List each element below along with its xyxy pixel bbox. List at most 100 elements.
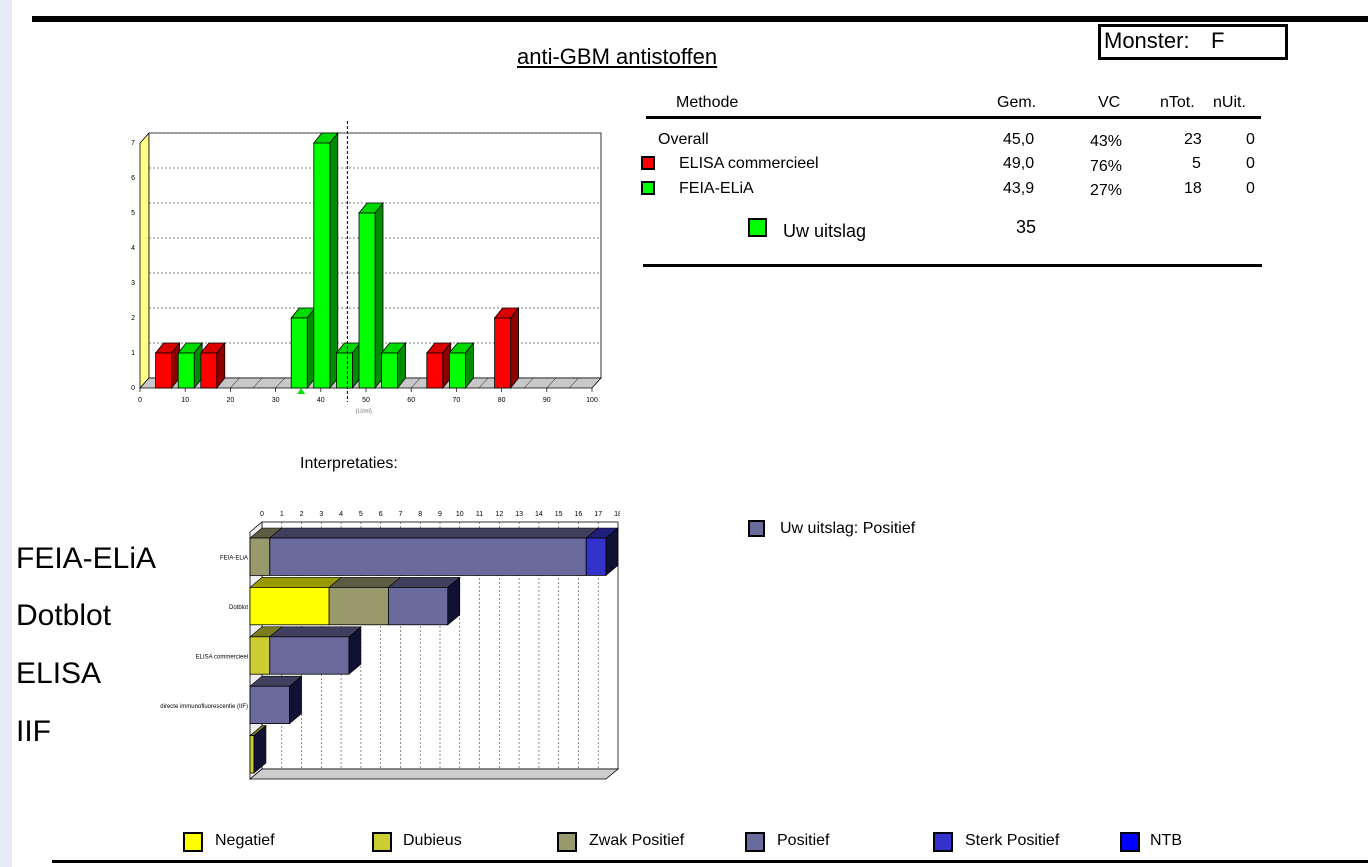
histogram-bar [448, 352, 466, 389]
interp-segment-top [249, 577, 342, 588]
monster-label: Monster: [1104, 28, 1190, 53]
legend-swatch-zwak-positief [557, 832, 577, 852]
col-header-ntot: nTot. [1160, 94, 1195, 111]
histogram-x-tick-label: 40 [317, 397, 325, 404]
col-header-nuit: nUit. [1213, 94, 1246, 111]
legend-label-zwak-positief: Zwak Positief [589, 832, 685, 849]
interp-x-tick-label: 16 [575, 511, 583, 518]
legend-swatch-ntb [1120, 832, 1140, 852]
histogram-y-tick-label: 6 [131, 175, 135, 182]
interp-segment [249, 735, 255, 774]
row-overall-ntot: 23 [1184, 131, 1202, 148]
histogram-x-tick-label: 90 [543, 397, 551, 404]
interp-segment-top [268, 626, 362, 638]
result-marker [297, 388, 306, 394]
interp-category-label: ELISA commercieel [196, 655, 248, 661]
interp-x-tick-label: 4 [339, 511, 343, 518]
histogram-bar-side [329, 131, 339, 390]
interp-x-tick-label: 6 [379, 511, 383, 518]
interp-x-tick-label: 2 [300, 511, 304, 518]
interp-category-label: Dotblot [229, 605, 248, 611]
histogram-y-tick-label: 7 [131, 140, 135, 147]
result-label: Uw uitslag [783, 221, 867, 241]
row-elisa-nuit: 0 [1246, 155, 1255, 172]
interp-segment-top [387, 577, 461, 588]
bottom-rule [52, 860, 1368, 863]
interp-segment [249, 636, 271, 675]
interp-segment [249, 537, 271, 576]
histogram-floor-divider [139, 377, 150, 389]
table-header-rule [646, 116, 1261, 119]
histogram-x-tick-label: 80 [498, 397, 506, 404]
legend-swatch-dubieus [372, 832, 392, 852]
histogram-x-tick-label: 30 [272, 397, 280, 404]
histogram-x-axis-label: (U/ml) [356, 409, 372, 415]
interp-segment [585, 537, 607, 576]
histogram-bar [381, 352, 399, 389]
row-feia-gem: 43,9 [1003, 180, 1035, 197]
interp-x-tick-label: 11 [476, 511, 483, 518]
histogram-y-tick-label: 1 [131, 350, 135, 357]
legend-swatch-negatief [183, 832, 203, 852]
histogram-bar [494, 317, 512, 389]
histogram-bar [155, 352, 172, 389]
histogram-x-tick-label: 70 [453, 397, 461, 404]
top-rule [32, 16, 1368, 22]
table-footer-rule [643, 264, 1262, 267]
row-overall-name: Overall [658, 131, 709, 148]
histogram-bar [426, 352, 444, 389]
interp-x-tick-label: 0 [260, 511, 264, 518]
interp-segment-top [328, 577, 402, 588]
interp-segment-side [605, 527, 619, 577]
row-overall-gem: 45,0 [1003, 131, 1035, 148]
side-label-elisa: ELISA [16, 657, 102, 690]
interpretation-title: Interpretaties: [300, 455, 398, 472]
legend-label-negatief: Negatief [215, 832, 275, 849]
histogram-bar [358, 212, 376, 389]
histogram-bar [313, 142, 331, 389]
monster-box [1098, 24, 1288, 60]
interp-segment [328, 587, 389, 626]
histogram-x-tick-label: 10 [181, 397, 189, 404]
row-elisa-vc: 76% [1090, 158, 1123, 175]
elisa-color-swatch [641, 156, 655, 170]
row-overall-vc: 43% [1090, 133, 1123, 150]
interp-segment [269, 636, 350, 675]
histogram-bar [177, 352, 195, 389]
interp-segment-side [447, 576, 461, 626]
interp-segment [249, 587, 330, 626]
side-label-feia: FEIA-ELiA [16, 542, 157, 575]
interp-x-tick-label: 9 [438, 511, 442, 518]
col-header-vc: VC [1098, 94, 1121, 111]
interp-x-tick-label: 14 [535, 511, 543, 518]
histogram-x-tick-label: 20 [227, 397, 235, 404]
histogram-floor-divider [478, 377, 489, 389]
interp-floor [248, 768, 620, 780]
interpretation-result-swatch [748, 520, 765, 537]
row-feia-vc: 27% [1090, 182, 1123, 199]
interp-x-tick-label: 7 [398, 511, 402, 518]
histogram-floor-divider [411, 377, 421, 389]
interp-segment [249, 685, 290, 724]
histogram-floor-divider [275, 377, 285, 389]
histogram-x-tick-label: 50 [362, 397, 370, 404]
histogram-floor-divider [546, 377, 556, 389]
interp-x-tick-label: 15 [555, 511, 563, 518]
result-color-swatch [748, 218, 767, 237]
legend-label-positief: Positief [777, 832, 830, 849]
histogram-bar [200, 352, 218, 389]
row-feia-name: FEIA-ELiA [679, 180, 754, 197]
legend-swatch-sterk-positief [933, 832, 953, 852]
page-title: anti-GBM antistoffen [517, 44, 718, 69]
interp-x-tick-label: 10 [456, 511, 464, 518]
histogram-floor-divider [230, 377, 240, 389]
histogram-y-tick-label: 0 [131, 385, 135, 392]
legend-label-sterk-positief: Sterk Positief [965, 832, 1060, 849]
row-feia-nuit: 0 [1246, 180, 1255, 197]
histogram-floor-divider [252, 377, 263, 389]
interp-segment-side [289, 675, 302, 725]
histogram-floor-divider [569, 377, 579, 389]
histogram-y-tick-label: 3 [131, 280, 135, 287]
interp-segment-top [268, 527, 600, 539]
